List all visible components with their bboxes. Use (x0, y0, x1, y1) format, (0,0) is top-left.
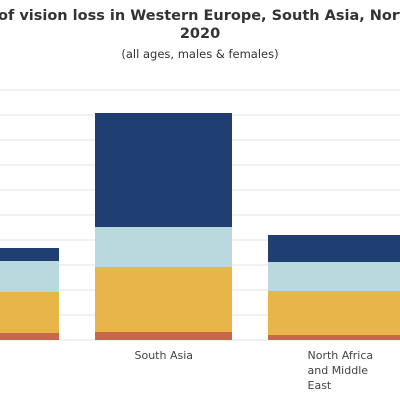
bar-segment (0, 261, 59, 292)
bar-segment (95, 267, 232, 332)
chart-title: 2020 (180, 26, 220, 42)
x-tick-label: East (308, 379, 332, 392)
bar-segment (268, 262, 400, 291)
bar-segment (0, 292, 59, 333)
x-tick-label: South Asia (135, 349, 194, 362)
bar-segment (95, 113, 232, 227)
bar-segment (268, 291, 400, 335)
bar-segment (268, 335, 400, 340)
x-tick-label: and Middle (308, 364, 369, 377)
chart-title: of vision loss in Western Europe, South … (0, 8, 400, 24)
bar-segment (95, 332, 232, 340)
bar-segment (95, 227, 232, 267)
x-tick-label: North Africa (308, 349, 374, 362)
bar-segment (0, 248, 59, 261)
chart-subtitle: (all ages, males & females) (121, 47, 278, 61)
bar-segment (268, 235, 400, 262)
bar-segment (0, 333, 59, 340)
